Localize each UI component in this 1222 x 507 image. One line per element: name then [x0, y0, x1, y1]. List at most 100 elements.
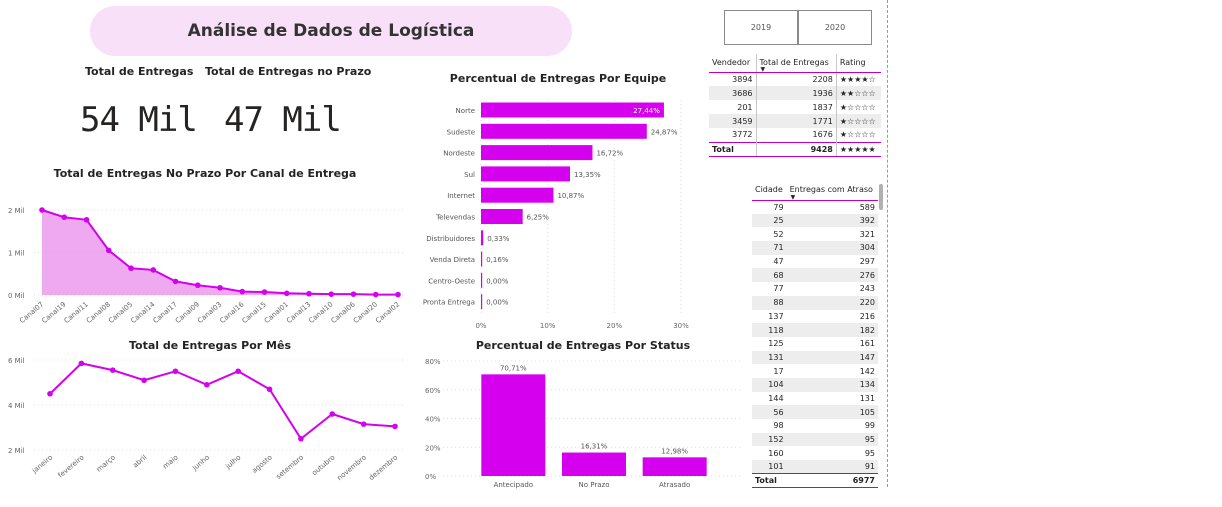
y-tick-label: 1 Mil	[8, 250, 25, 258]
table-row[interactable]: 98 99	[752, 419, 878, 433]
total-entregas-cell: 1676	[755, 128, 837, 142]
table-row[interactable]: 25 392	[752, 213, 878, 228]
x-tick-label: outubro	[310, 453, 336, 477]
bar	[481, 102, 664, 118]
table-row[interactable]: 52 321	[752, 227, 878, 241]
cidade-cell: 79	[773, 202, 784, 212]
data-point	[283, 290, 290, 297]
entregas-atraso-cell: 321	[859, 229, 875, 239]
data-point	[360, 421, 367, 427]
cidade-cell: 101	[752, 460, 787, 474]
rating-cell: ★★☆☆☆	[835, 86, 881, 100]
category-label: Sudeste	[447, 128, 475, 136]
x-tick-label: abril	[131, 453, 148, 469]
category-label: Pronta Entrega	[423, 299, 475, 307]
table-row[interactable]: 144 131	[752, 392, 878, 406]
kpi-total-value: 54 Mil	[80, 100, 198, 140]
table-row[interactable]: 201 1837 ★☆☆☆☆	[709, 100, 881, 114]
table-row[interactable]: 3686 1936 ★★☆☆☆	[709, 86, 881, 100]
x-tick-label: 10%	[540, 322, 556, 330]
rating-header[interactable]: Rating	[835, 54, 881, 73]
table-row[interactable]: 77 243	[752, 282, 878, 296]
table-row[interactable]: 47 297	[752, 255, 878, 269]
cidade-table: Cidade Entregas com Atraso ▼ 79 589 25 392 52…	[752, 180, 878, 489]
bar	[481, 209, 523, 224]
table-row[interactable]: 3772 1676 ★☆☆☆☆	[709, 128, 881, 142]
x-tick-label: janeiro	[30, 453, 54, 475]
table-row[interactable]: 125 161	[752, 337, 878, 351]
x-tick-label: dezembro	[367, 453, 399, 482]
data-point	[204, 381, 210, 388]
category-label: Televendas	[435, 214, 475, 222]
table-row[interactable]: 68 276	[752, 268, 878, 283]
y-tick-label: 60%	[425, 387, 441, 395]
table-row[interactable]: 79 589	[752, 200, 878, 214]
x-tick-label: 20%	[607, 322, 623, 330]
bar	[481, 374, 546, 476]
x-tick-label: fevereiro	[57, 453, 86, 479]
data-point	[350, 291, 357, 297]
data-point	[329, 411, 336, 417]
table-row[interactable]: 56 105	[752, 405, 878, 419]
cidade-table-scrollbar[interactable]	[879, 184, 883, 210]
slicer-2019-button[interactable]: 2019	[724, 10, 798, 45]
data-point	[128, 265, 134, 272]
vendedor-header[interactable]: Vendedor	[709, 54, 757, 73]
total-label: Total	[709, 141, 757, 157]
table-row[interactable]: 101 91	[752, 460, 878, 474]
bar	[642, 457, 707, 476]
table-row[interactable]: 3894 2208 ★★★★☆	[709, 72, 881, 86]
table-row[interactable]: 3459 1771 ★☆☆☆☆	[709, 114, 881, 128]
cidade-header[interactable]: Cidade	[752, 180, 787, 201]
table-row[interactable]: 152 95	[752, 432, 878, 447]
table-row[interactable]: 160 95	[752, 446, 878, 460]
vendedor-table: Vendedor Total de Entregas ▼ Rating 3894 2…	[709, 54, 881, 157]
data-point	[109, 367, 116, 373]
category-label: Nordeste	[443, 150, 475, 158]
entregas-atraso-cell: 6977	[786, 473, 878, 489]
entregas-atraso-header[interactable]: Entregas com Atraso ▼	[786, 180, 878, 201]
table-row[interactable]: 104 134	[752, 377, 878, 392]
cidade-cell: 152	[752, 432, 787, 447]
x-tick-label: agosto	[251, 453, 274, 474]
data-point	[261, 289, 268, 295]
bar	[481, 145, 593, 161]
data-point	[172, 278, 179, 285]
vendedor-cell: 201	[737, 102, 753, 112]
data-point	[172, 368, 179, 375]
entregas-atraso-cell: 392	[786, 213, 878, 228]
entregas-atraso-cell: 95	[864, 448, 875, 458]
entregas-atraso-cell: 297	[859, 257, 875, 267]
x-tick-label: junho	[190, 453, 211, 472]
chart-status-title: Percentual de Entregas Por Status	[475, 339, 691, 352]
cidade-cell: 88	[752, 295, 787, 310]
total-entregas-header[interactable]: Total de Entregas ▼	[755, 54, 837, 73]
cidade-cell: 71	[752, 241, 787, 255]
cidade-cell: 25	[752, 213, 787, 228]
entregas-atraso-header-label: Entregas com Atraso	[789, 185, 873, 195]
slicer-2020-button[interactable]: 2020	[798, 10, 872, 45]
rating-cell: ★★★★☆	[835, 72, 881, 86]
total-entregas-cell: 1936	[755, 86, 837, 100]
table-row[interactable]: 137 216	[752, 310, 878, 324]
cidade-cell: 17	[773, 366, 784, 376]
x-tick-label: 30%	[673, 322, 689, 330]
table-row[interactable]: 17 142	[752, 364, 878, 378]
entregas-atraso-cell: 105	[786, 405, 878, 419]
cidade-cell: 98	[773, 421, 784, 431]
cidade-cell: 160	[768, 448, 784, 458]
data-point	[83, 216, 90, 223]
data-point	[239, 288, 246, 295]
kpi-prazo-label: Total de Entregas no Prazo	[205, 65, 372, 78]
table-row[interactable]: 131 147	[752, 350, 878, 365]
table-row[interactable]: 88 220	[752, 295, 878, 310]
data-label: 0,00%	[486, 299, 509, 307]
table-row[interactable]: 118 182	[752, 323, 878, 337]
table-row[interactable]: 71 304	[752, 241, 878, 255]
cidade-table-body: 79 589 25 392 52 321 71 304 47 297 68 276 77 243 88 220…	[752, 200, 878, 489]
category-label: Distribuidores	[426, 235, 475, 243]
rating-cell: ★☆☆☆☆	[835, 100, 881, 114]
area-fill	[42, 210, 398, 295]
total-entregas-cell: 1837	[755, 100, 837, 114]
